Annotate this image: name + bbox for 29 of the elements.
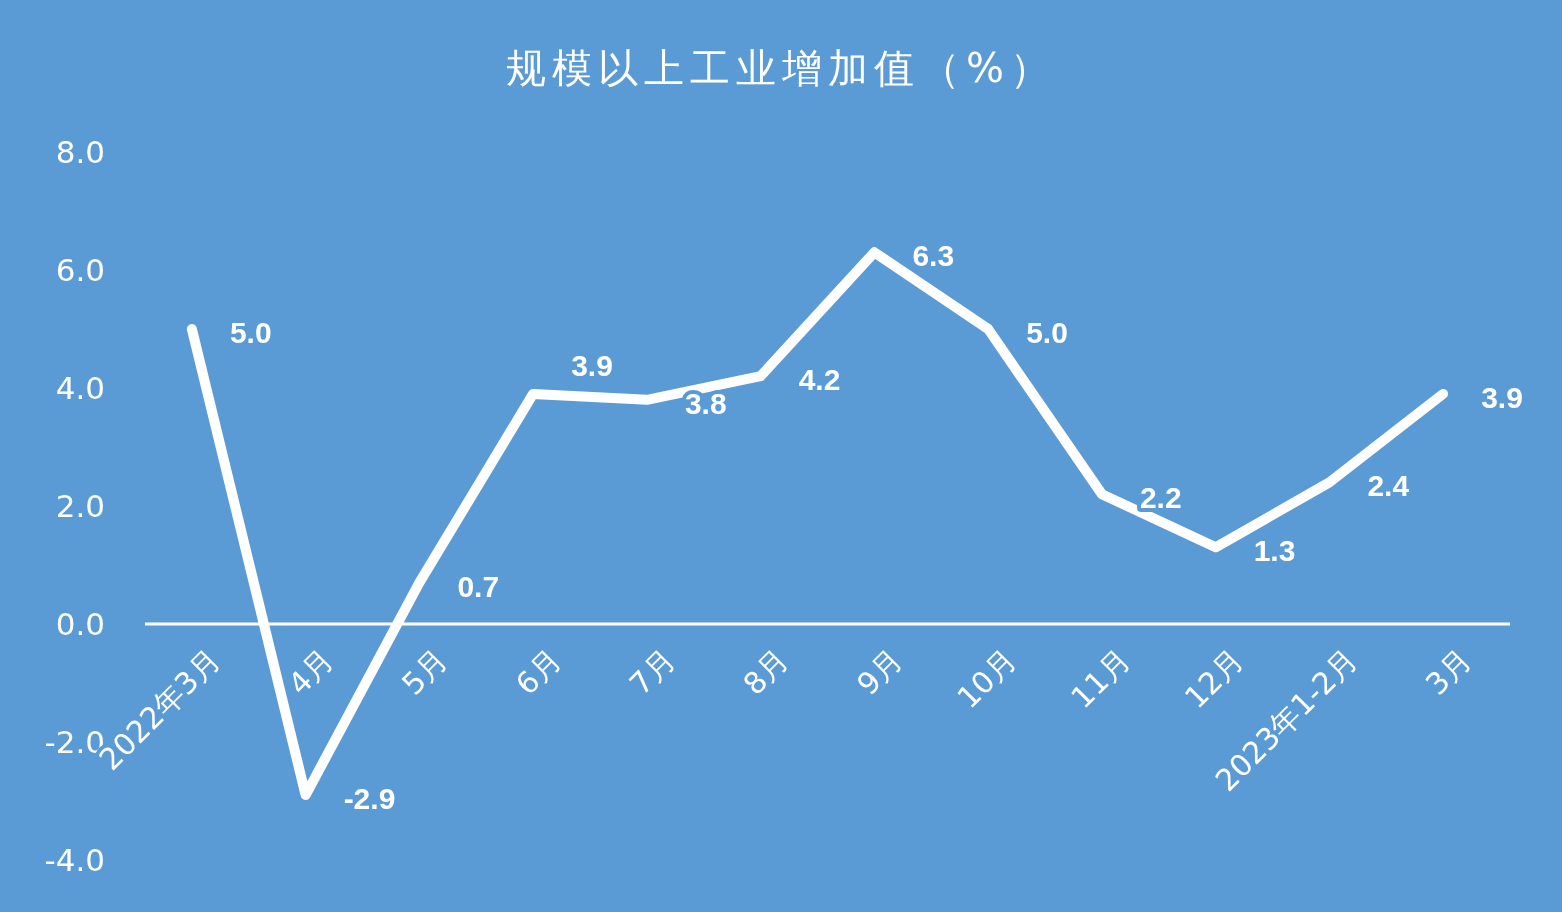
x-tick-label: 7月 [622, 642, 682, 702]
x-tick-label: 12月 [1177, 642, 1251, 716]
x-tick-label: 8月 [736, 642, 796, 702]
y-tick-label: 0.0 [55, 606, 105, 642]
x-tick-label: 10月 [950, 642, 1024, 716]
data-label: 2.2 [1139, 481, 1182, 515]
y-tick-label: 6.0 [55, 252, 105, 288]
x-tick-label: 11月 [1063, 642, 1137, 716]
y-tick-label: 2.0 [55, 488, 105, 524]
y-tick-label: -4.0 [44, 842, 105, 878]
data-label: 0.7 [457, 569, 500, 603]
x-tick-label: 3月 [1418, 642, 1479, 702]
x-tick-label: 6月 [508, 642, 569, 702]
data-label: 3.9 [1481, 380, 1523, 414]
data-label: 5.0 [229, 316, 272, 349]
data-label: 3.9 [571, 348, 613, 382]
data-label: 4.2 [798, 363, 841, 397]
y-tick-label: 8.0 [55, 134, 105, 170]
data-label: 3.8 [684, 386, 727, 420]
x-tick-label: 5月 [394, 642, 455, 702]
x-tick-label: 9月 [849, 642, 910, 702]
y-tick-label: 4.0 [55, 370, 105, 406]
data-label: -2.9 [343, 782, 396, 816]
data-label: 1.3 [1253, 534, 1296, 568]
data-label: 2.4 [1367, 469, 1410, 503]
x-tick-label: 4月 [281, 642, 341, 702]
data-label: 6.3 [912, 239, 955, 273]
data-label: 5.0 [1026, 316, 1068, 349]
chart-title: 规模以上工业增加值（%） [505, 45, 1057, 91]
